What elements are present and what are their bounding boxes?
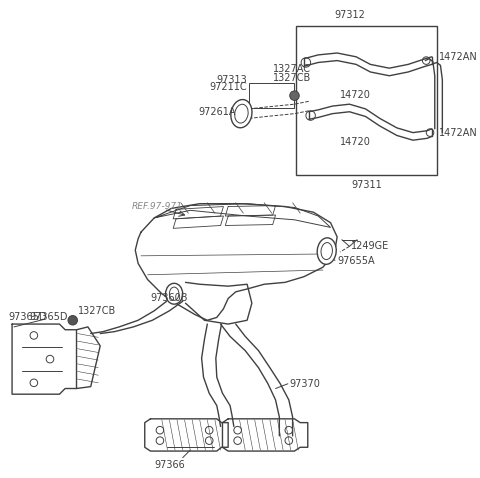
Text: 97360B: 97360B (150, 293, 188, 304)
Text: 97211C: 97211C (209, 82, 247, 92)
Bar (296, 26, 437, 175)
Ellipse shape (231, 99, 252, 128)
Text: 1327CB: 1327CB (78, 306, 117, 316)
Text: 97311: 97311 (351, 180, 382, 190)
Ellipse shape (235, 104, 248, 123)
Text: 1472AN: 1472AN (439, 128, 477, 138)
Text: 97365D: 97365D (8, 313, 47, 323)
Ellipse shape (169, 287, 179, 300)
Text: 14720: 14720 (340, 137, 371, 147)
Circle shape (290, 91, 299, 100)
Text: 97261A: 97261A (198, 107, 236, 117)
Text: 97366: 97366 (154, 459, 185, 469)
Text: 1327AC: 1327AC (273, 64, 311, 74)
Text: 1249GE: 1249GE (351, 241, 390, 251)
Circle shape (68, 315, 77, 325)
Text: 1327CB: 1327CB (273, 73, 311, 83)
Bar (249, 83, 295, 108)
Text: REF.97-971: REF.97-971 (132, 202, 182, 211)
Text: 97313: 97313 (216, 75, 247, 85)
Ellipse shape (317, 238, 336, 264)
Ellipse shape (166, 283, 183, 304)
Text: 97655A: 97655A (337, 256, 375, 266)
Text: 1472AN: 1472AN (439, 52, 477, 62)
Text: 97312: 97312 (334, 10, 365, 20)
Text: 97365D: 97365D (29, 313, 68, 323)
Text: 14720: 14720 (340, 90, 371, 100)
Ellipse shape (321, 242, 333, 260)
Text: 97370: 97370 (290, 379, 321, 389)
